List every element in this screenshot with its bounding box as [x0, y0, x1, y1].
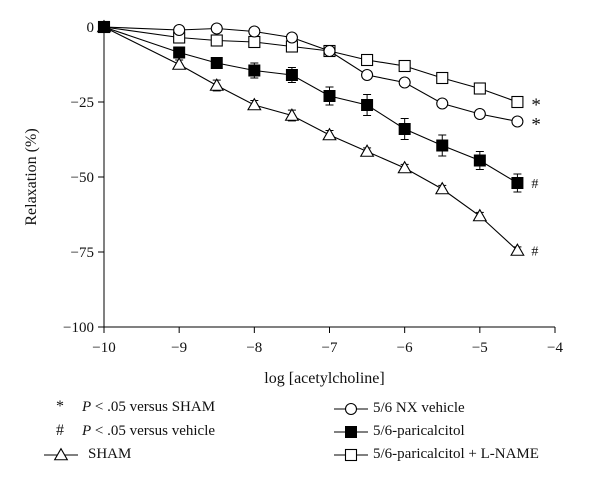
series-line-2	[103, 26, 518, 184]
point-2-3	[248, 64, 261, 77]
point-0-7	[397, 160, 412, 174]
series-annotation-2: #	[531, 177, 538, 192]
point-1-2	[210, 22, 223, 35]
point-2-0	[98, 21, 110, 33]
series-line-3	[103, 26, 518, 103]
point-3-6	[361, 53, 374, 67]
legend-nx-circle-icon	[344, 402, 358, 416]
legend-sham-triangle-icon	[53, 447, 69, 461]
series-annotation-3: *	[531, 95, 541, 116]
x-tick-label: −7	[322, 340, 338, 356]
point-1-6	[361, 68, 374, 82]
point-0-10	[510, 243, 525, 256]
y-axis-label: Relaxation (%)	[23, 128, 40, 225]
point-0-4	[284, 108, 300, 121]
point-2-7	[398, 123, 411, 135]
point-1-4	[285, 31, 298, 44]
legend-lname-square-icon	[344, 448, 358, 462]
point-1-1	[173, 23, 186, 37]
point-2-9	[473, 154, 486, 167]
plot-area: # ** #	[96, 19, 541, 260]
series-annotation-1: *	[531, 115, 541, 136]
point-3-9	[473, 82, 486, 95]
x-tick-label: −6	[397, 340, 413, 356]
x-tick-label: −10	[92, 340, 115, 356]
point-3-3	[248, 35, 261, 49]
x-axis-label: log [acetylcholine]	[264, 370, 384, 387]
point-1-9	[473, 107, 486, 121]
x-tick-label: −8	[246, 340, 262, 356]
point-0-5	[322, 127, 337, 141]
point-3-10	[511, 95, 524, 109]
legend-icons	[44, 402, 368, 462]
point-2-2	[210, 57, 223, 69]
point-2-5	[323, 90, 336, 102]
axes: 0 −25 −50 −75 −100 −10 −9 −8 −7 −6 −5 −4 log [acetyl…	[23, 20, 563, 387]
point-3-2	[210, 34, 223, 47]
point-3-7	[398, 59, 411, 73]
x-tick-label: −5	[472, 340, 488, 356]
y-tick-label: 0	[87, 20, 95, 36]
point-1-10	[511, 115, 524, 128]
point-0-6	[359, 144, 375, 157]
point-2-8	[436, 139, 449, 152]
y-tick-label: −100	[63, 320, 94, 336]
y-tick-label: −50	[71, 170, 94, 186]
series-annotation-0: #	[531, 245, 538, 260]
point-2-6	[361, 99, 374, 111]
legend-pari-square-icon	[345, 426, 357, 438]
point-0-1	[171, 57, 187, 70]
point-1-8	[436, 97, 449, 110]
point-0-9	[472, 208, 488, 222]
point-3-8	[436, 71, 449, 85]
point-0-8	[434, 181, 450, 195]
point-2-4	[285, 69, 298, 81]
point-1-7	[398, 76, 411, 89]
x-tick-label: −9	[171, 340, 187, 356]
point-1-5	[323, 44, 336, 58]
series-line-0	[103, 26, 518, 251]
point-2-1	[173, 46, 186, 59]
y-tick-label: −75	[71, 245, 94, 261]
y-tick-label: −25	[71, 95, 94, 111]
point-0-2	[209, 78, 225, 91]
x-tick-label: −4	[547, 340, 563, 356]
point-0-3	[247, 97, 262, 111]
series-line-1	[103, 26, 518, 123]
point-2-10	[511, 177, 524, 189]
point-1-3	[248, 25, 261, 38]
